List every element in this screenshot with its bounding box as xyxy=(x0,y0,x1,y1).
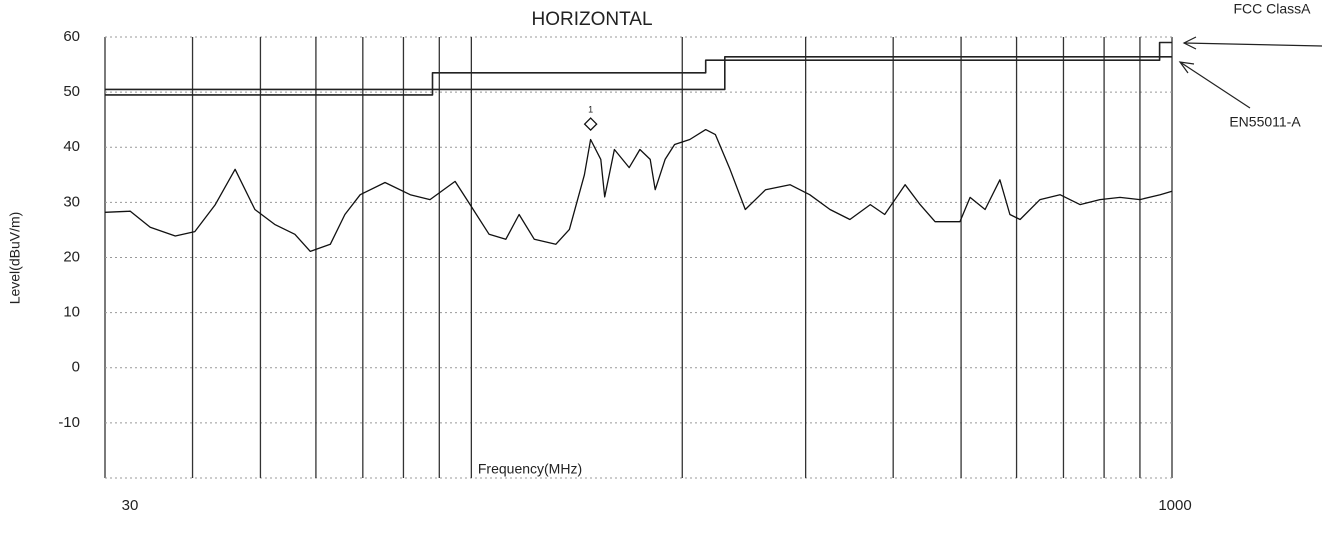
y-tick-label: 20 xyxy=(63,248,80,265)
x-tick-label: 30 xyxy=(122,497,139,514)
y-tick-label: 10 xyxy=(63,304,80,321)
measurement-trace xyxy=(104,128,1173,253)
y-tick-label: 50 xyxy=(63,83,80,100)
marker-label: 1 xyxy=(588,104,593,114)
arrow xyxy=(1179,61,1251,109)
peak-marker xyxy=(583,117,598,132)
chart-title: HORIZONTAL xyxy=(531,9,652,30)
arrows xyxy=(1178,36,1323,109)
arrow xyxy=(1183,42,1323,47)
x-axis-label: Frequency(MHz) xyxy=(478,461,582,477)
y-tick-label: 30 xyxy=(63,193,80,210)
y-tick-label: -10 xyxy=(58,414,80,431)
y-axis-label: Level(dBuV/m) xyxy=(7,212,23,305)
x-tick-label: 1000 xyxy=(1158,497,1191,514)
limit-line xyxy=(105,41,1172,96)
arrow-head xyxy=(1178,61,1195,74)
arrow-head xyxy=(1182,36,1197,50)
limit-line xyxy=(105,56,1172,91)
y-tick-label: 0 xyxy=(72,359,80,376)
annotation: FCC ClassA xyxy=(1233,1,1311,17)
annotation: EN55011-A xyxy=(1229,114,1301,130)
y-tick-label: 60 xyxy=(63,28,80,45)
y-tick-label: 40 xyxy=(63,138,80,155)
